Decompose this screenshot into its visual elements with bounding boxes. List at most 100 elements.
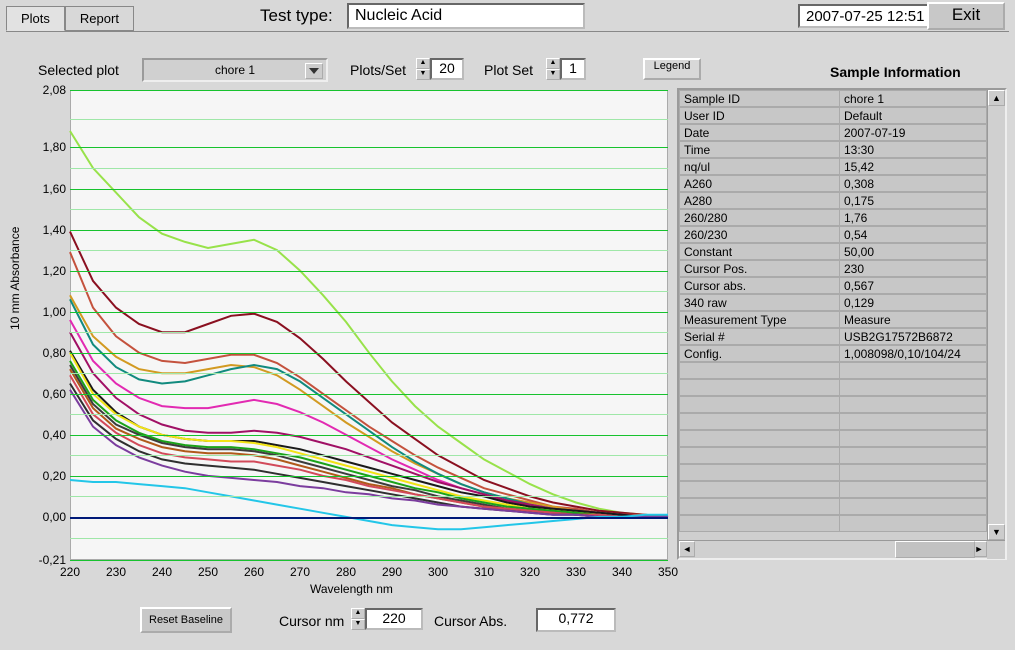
table-cell-value: Measure [839, 311, 987, 328]
plots-per-set-label: Plots/Set [350, 62, 406, 78]
cursor-nm-value: 220 [382, 610, 405, 626]
selected-plot-label: Selected plot [38, 62, 119, 78]
vertical-scrollbar[interactable]: ▲ ▼ [987, 90, 1005, 540]
sample-info-title: Sample Information [830, 64, 961, 80]
gridline-minor [70, 168, 668, 169]
cursor-abs-field: 0,772 [536, 608, 616, 632]
plot-set-label: Plot Set [484, 62, 533, 78]
gridline-minor [70, 496, 668, 497]
table-row[interactable]: Config.1,008098/0,10/104/24 [679, 345, 987, 362]
selected-plot-dropdown[interactable]: chore 1 [142, 58, 328, 82]
table-row[interactable]: A260 0,308 [679, 175, 987, 192]
table-cell-value: 2007-07-19 [839, 124, 987, 141]
scroll-up-icon[interactable]: ▲ [988, 90, 1005, 106]
table-cell-key: 260/280 [679, 209, 839, 226]
tab-plots-label: Plots [21, 11, 50, 26]
stepper-arrows-icon[interactable]: ▲▼ [546, 58, 560, 80]
table-row-empty [679, 464, 987, 481]
gridline-minor [70, 291, 668, 292]
x-tick-label: 330 [561, 565, 591, 579]
cursor-nm-field[interactable]: 220 [365, 608, 423, 630]
table-row[interactable]: 260/280 1,76 [679, 209, 987, 226]
table-cell-key: Sample ID [679, 90, 839, 107]
x-tick-label: 250 [193, 565, 223, 579]
gridline [70, 476, 668, 477]
plots-per-set-field[interactable]: 20 [430, 58, 464, 80]
table-row[interactable]: User IDDefault [679, 107, 987, 124]
scroll-left-icon[interactable]: ◄ [679, 541, 695, 557]
table-row[interactable]: Sample IDchore 1 [679, 90, 987, 107]
app-root: Plots Report Test type: Nucleic Acid 200… [0, 0, 1015, 650]
tab-report[interactable]: Report [65, 6, 134, 31]
plot-set-field[interactable]: 1 [560, 58, 586, 80]
stepper-arrows-icon[interactable]: ▲▼ [351, 608, 365, 630]
table-cell-key: 340 raw [679, 294, 839, 311]
scroll-track[interactable] [988, 106, 1005, 524]
table-cell-key: Date [679, 124, 839, 141]
tab-report-label: Report [80, 11, 119, 26]
y-tick-label: 1,20 [36, 264, 66, 278]
table-cell-key: 260/230 [679, 226, 839, 243]
y-tick-label: 0,80 [36, 346, 66, 360]
table-cell-value: 0,308 [839, 175, 987, 192]
x-tick-label: 340 [607, 565, 637, 579]
x-tick-label: 350 [653, 565, 683, 579]
sample-info-panel: Sample IDchore 1User IDDefaultDate2007-0… [677, 88, 1007, 560]
table-row[interactable]: Measurement TypeMeasure [679, 311, 987, 328]
tab-plots[interactable]: Plots [6, 6, 65, 31]
plots-per-set-value: 20 [439, 60, 455, 76]
table-row-empty [679, 379, 987, 396]
table-cell-value: Default [839, 107, 987, 124]
cursor-nm-stepper[interactable]: ▲▼ 220 [351, 608, 423, 630]
table-row[interactable]: Date2007-07-19 [679, 124, 987, 141]
scroll-thumb[interactable] [895, 541, 975, 558]
table-row[interactable]: A280 0,175 [679, 192, 987, 209]
tabs: Plots Report [6, 6, 134, 31]
gridline [70, 517, 668, 519]
table-row[interactable]: Time13:30 [679, 141, 987, 158]
gridline [70, 394, 668, 395]
y-tick-label: 1,80 [36, 140, 66, 154]
gridline [70, 230, 668, 231]
legend-button[interactable]: Legend [643, 58, 701, 80]
gridline [70, 560, 668, 561]
x-tick-label: 300 [423, 565, 453, 579]
reset-baseline-button[interactable]: Reset Baseline [140, 607, 232, 633]
x-axis-label: Wavelength nm [310, 582, 393, 596]
plot-set-stepper[interactable]: ▲▼ 1 [546, 58, 586, 80]
gridline-minor [70, 119, 668, 120]
chevron-down-icon[interactable] [305, 63, 323, 79]
exit-button-label: Exit [952, 5, 980, 24]
table-row[interactable]: Constant 50,00 [679, 243, 987, 260]
scroll-down-icon[interactable]: ▼ [988, 524, 1005, 540]
stepper-arrows-icon[interactable]: ▲▼ [416, 58, 430, 80]
table-row[interactable]: nq/ul 15,42 [679, 158, 987, 175]
cursor-nm-label: Cursor nm [279, 613, 344, 629]
cursor-abs-label: Cursor Abs. [434, 613, 507, 629]
datetime-value: 2007-07-25 12:51 [806, 8, 924, 25]
gridline [70, 90, 668, 91]
table-cell-value: 0,175 [839, 192, 987, 209]
scroll-track-h[interactable] [695, 541, 971, 558]
series-line [70, 480, 668, 529]
table-row[interactable]: Cursor abs. 0,567 [679, 277, 987, 294]
table-row[interactable]: 260/230 0,54 [679, 226, 987, 243]
gridline-minor [70, 538, 668, 539]
table-cell-value: 13:30 [839, 141, 987, 158]
table-cell-key: Serial # [679, 328, 839, 345]
table-row[interactable]: Cursor Pos. 230 [679, 260, 987, 277]
cursor-abs-value: 0,772 [558, 610, 593, 626]
plots-per-set-stepper[interactable]: ▲▼ 20 [416, 58, 464, 80]
table-row[interactable]: Serial #USB2G17572B6872 [679, 328, 987, 345]
gridline [70, 271, 668, 272]
table-cell-key: Constant [679, 243, 839, 260]
test-type-field[interactable]: Nucleic Acid [347, 3, 585, 29]
control-row: Selected plot chore 1 Plots/Set ▲▼ 20 Pl… [38, 56, 1005, 86]
table-row[interactable]: 340 raw 0,129 [679, 294, 987, 311]
gridline-minor [70, 414, 668, 415]
table-row-empty [679, 498, 987, 515]
horizontal-scrollbar[interactable]: ◄ ► [679, 540, 1005, 558]
exit-button[interactable]: Exit [927, 2, 1005, 30]
table-cell-key: nq/ul [679, 158, 839, 175]
gridline-minor [70, 209, 668, 210]
